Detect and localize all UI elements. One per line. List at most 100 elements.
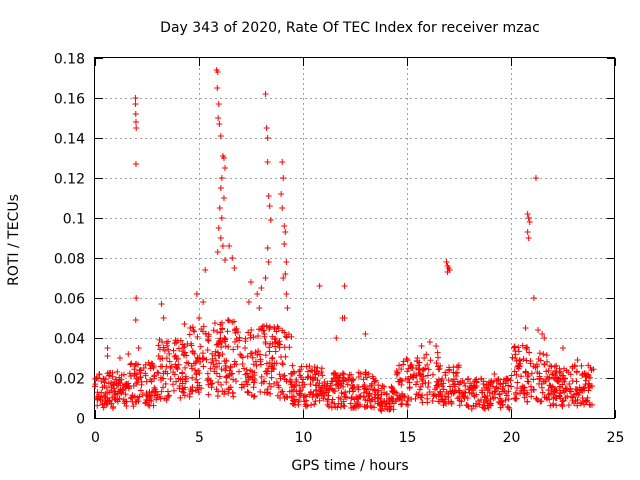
data-point	[333, 335, 340, 341]
data-point	[156, 346, 163, 353]
data-point	[560, 397, 567, 404]
data-point	[160, 384, 167, 391]
data-point	[345, 375, 352, 382]
data-point	[215, 379, 222, 386]
data-point	[437, 388, 444, 395]
data-point	[127, 373, 134, 380]
data-point	[512, 391, 519, 398]
data-point	[195, 386, 202, 393]
data-point	[546, 362, 553, 369]
data-point	[484, 387, 491, 394]
data-point	[430, 393, 437, 400]
data-point	[219, 325, 226, 332]
data-point	[445, 377, 452, 384]
data-point	[584, 397, 591, 404]
data-point	[122, 381, 129, 388]
data-point	[154, 369, 161, 376]
data-point	[281, 394, 288, 401]
data-point	[236, 337, 243, 344]
data-point	[546, 390, 553, 397]
data-point	[304, 368, 311, 375]
data-point	[281, 223, 288, 229]
data-point	[131, 371, 138, 378]
data-point	[450, 381, 457, 388]
data-point	[132, 370, 139, 377]
data-point	[132, 161, 139, 167]
data-point	[582, 397, 589, 404]
data-point	[578, 362, 585, 369]
data-point	[410, 374, 417, 381]
data-point	[196, 315, 202, 321]
data-point	[524, 211, 531, 217]
data-point	[319, 372, 326, 379]
data-point	[379, 385, 386, 392]
data-point	[179, 388, 186, 395]
data-point	[306, 363, 313, 370]
data-point	[442, 369, 449, 376]
data-point	[207, 377, 214, 384]
data-point	[223, 373, 230, 380]
data-point	[160, 344, 167, 351]
data-point	[174, 364, 181, 371]
data-point	[540, 378, 547, 385]
data-point	[142, 400, 149, 407]
data-point	[148, 398, 155, 405]
data-point	[541, 361, 548, 368]
data-point	[116, 355, 123, 361]
data-point	[533, 395, 540, 402]
data-point	[487, 402, 494, 409]
data-point	[470, 387, 477, 394]
data-point	[362, 386, 369, 393]
data-point	[446, 367, 453, 374]
data-point	[186, 391, 193, 398]
data-point	[263, 125, 270, 131]
data-point	[414, 355, 421, 361]
data-point	[146, 393, 153, 400]
data-point	[365, 370, 372, 377]
data-point	[451, 389, 458, 396]
y-tick-label: 0.16	[54, 92, 85, 108]
data-point	[470, 402, 477, 409]
data-point	[506, 406, 513, 413]
data-point	[329, 378, 336, 385]
data-point	[543, 368, 550, 375]
data-point	[465, 403, 472, 410]
data-point	[525, 235, 532, 241]
data-point	[268, 383, 275, 390]
data-point	[288, 393, 295, 400]
data-point	[218, 215, 225, 221]
data-point	[366, 392, 373, 399]
data-point	[214, 249, 221, 255]
data-point	[239, 361, 246, 368]
data-point	[151, 384, 158, 391]
data-point	[470, 383, 477, 390]
data-point	[209, 355, 216, 362]
data-point	[224, 316, 231, 323]
data-point	[335, 385, 342, 392]
data-point	[398, 366, 405, 373]
data-point	[511, 395, 518, 402]
data-point	[579, 385, 586, 392]
data-point	[307, 381, 314, 388]
x-tick-label: 25	[607, 430, 625, 446]
data-point	[263, 322, 270, 329]
data-point	[355, 374, 362, 381]
data-point	[557, 368, 564, 375]
data-point	[508, 372, 515, 379]
data-point	[464, 376, 471, 383]
data-point	[268, 368, 275, 375]
data-point	[556, 392, 563, 399]
data-point	[492, 394, 499, 401]
data-point	[126, 370, 133, 377]
data-point	[324, 380, 331, 387]
data-point	[553, 402, 560, 409]
data-point	[182, 364, 189, 371]
data-point	[220, 195, 227, 201]
data-point	[275, 382, 282, 389]
data-point	[235, 329, 242, 336]
y-tick-label: 0.1	[63, 212, 85, 228]
data-point	[151, 372, 158, 379]
data-point	[249, 354, 256, 361]
data-point	[217, 185, 224, 191]
data-point	[586, 401, 593, 408]
